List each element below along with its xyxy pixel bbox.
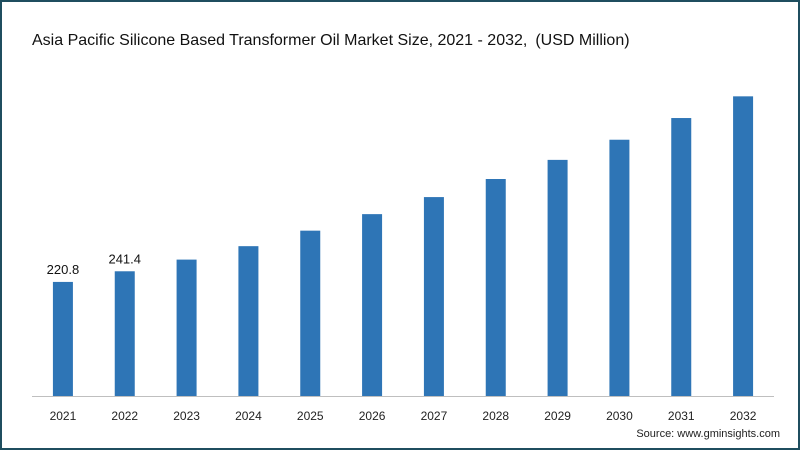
bar-2026 [362, 214, 383, 396]
chart-title-text: Asia Pacific Silicone Based Transformer … [32, 32, 528, 49]
x-tick-label-2021: 2021 [50, 409, 77, 423]
bar-2027 [423, 197, 444, 396]
source-note: Source: www.gminsights.com [636, 428, 780, 440]
bar-2030 [609, 139, 630, 396]
x-tick-label-2022: 2022 [111, 409, 138, 423]
x-tick-label-2023: 2023 [173, 409, 200, 423]
bar-2029 [547, 159, 568, 396]
x-tick-label-2025: 2025 [297, 409, 324, 423]
data-label-2022: 241.4 [108, 251, 141, 266]
x-tick-label-2026: 2026 [359, 409, 386, 423]
x-tick-label-2028: 2028 [482, 409, 509, 423]
bar-2023 [176, 259, 197, 396]
bar-2022 [114, 271, 135, 396]
x-tick-label-2029: 2029 [544, 409, 571, 423]
bar-2032 [733, 96, 754, 396]
x-tick-label-2032: 2032 [730, 409, 757, 423]
chart-title: Asia Pacific Silicone Based Transformer … [32, 32, 630, 50]
x-tick-label-2030: 2030 [606, 409, 633, 423]
bar-2024 [238, 246, 259, 396]
x-tick-label-2024: 2024 [235, 409, 262, 423]
bar-2028 [485, 179, 506, 396]
data-label-2021: 220.8 [47, 262, 80, 277]
bar-2025 [300, 230, 321, 396]
bar-2031 [671, 118, 692, 397]
x-tick-label-2027: 2027 [421, 409, 448, 423]
x-tick-label-2031: 2031 [668, 409, 695, 423]
bar-2021 [52, 281, 73, 396]
chart-unit-label: (USD Million) [535, 32, 630, 49]
